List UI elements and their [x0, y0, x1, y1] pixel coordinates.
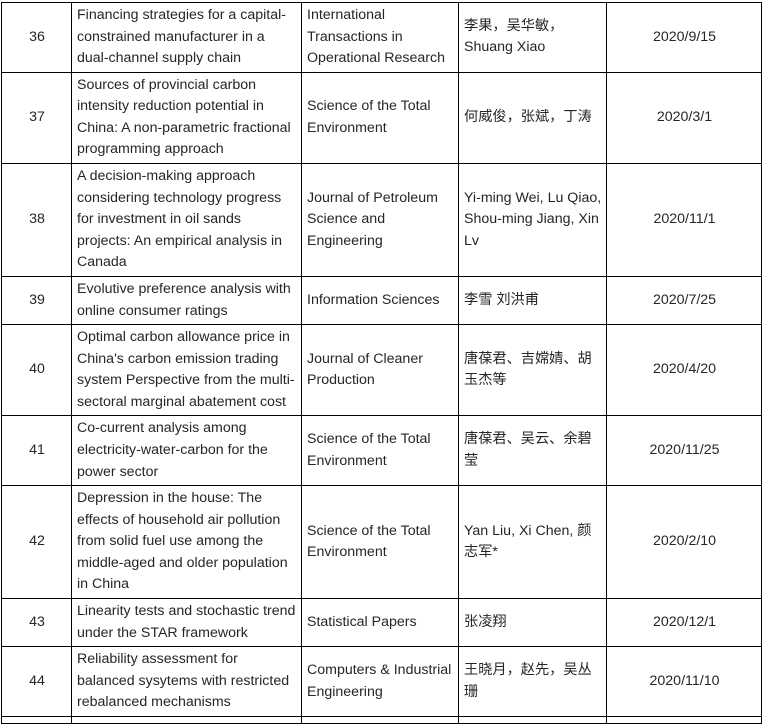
table-row[interactable]: 38 A decision-making approach considering…: [1, 163, 762, 277]
table-row[interactable]: 42 Depression in the house: The effects o…: [1, 485, 762, 600]
table-cell-date[interactable]: [606, 715, 762, 724]
table-cell-journal[interactable]: [301, 715, 459, 724]
table-cell-date[interactable]: 2020/12/1: [606, 598, 762, 648]
table-cell-title[interactable]: Optimal carbon allowance price in China'…: [71, 324, 302, 417]
table-cell-date[interactable]: 2020/11/1: [606, 163, 762, 277]
table-cell-index[interactable]: 38: [1, 163, 72, 277]
table-cell-title[interactable]: Evolutive preference analysis with onlin…: [71, 275, 302, 326]
table-row[interactable]: 37 Sources of provincial carbon intensity…: [1, 71, 762, 165]
table-cell-journal[interactable]: International Transactions in Operationa…: [301, 2, 459, 73]
table-row-clipped[interactable]: [1, 715, 762, 724]
table-cell-authors[interactable]: 唐葆君、吉嫦婧、胡玉杰等: [458, 324, 607, 417]
table-cell-index[interactable]: 37: [1, 71, 72, 165]
table-cell-journal[interactable]: Science of the Total Environment: [301, 71, 459, 165]
table-cell-date[interactable]: 2020/11/25: [606, 415, 762, 487]
table-cell-date[interactable]: 2020/3/1: [606, 71, 762, 165]
table-cell-title[interactable]: [71, 715, 302, 724]
table-row[interactable]: 36 Financing strategies for a capital-con…: [1, 2, 762, 73]
table-cell-authors[interactable]: 李雪 刘洪甫: [458, 275, 607, 326]
table-cell-title[interactable]: Sources of provincial carbon intensity r…: [71, 71, 302, 165]
table-cell-date[interactable]: 2020/9/15: [606, 2, 762, 73]
table-cell-date[interactable]: 2020/4/20: [606, 324, 762, 417]
table-cell-index[interactable]: 39: [1, 275, 72, 326]
table-cell-journal[interactable]: Statistical Papers: [301, 598, 459, 648]
table-cell-journal[interactable]: Journal of Petroleum Science and Enginee…: [301, 163, 459, 277]
table-cell-index[interactable]: 36: [1, 2, 72, 73]
table-row[interactable]: 39 Evolutive preference analysis with onl…: [1, 275, 762, 326]
table-cell-journal[interactable]: Computers & Industrial Engineering: [301, 646, 459, 717]
table-cell-authors[interactable]: 李果，吴华敏，Shuang Xiao: [458, 2, 607, 73]
table-cell-authors[interactable]: 何威俊，张斌，丁涛: [458, 71, 607, 165]
table-cell-title[interactable]: A decision-making approach considering t…: [71, 163, 302, 277]
table-cell-authors[interactable]: 王晓月，赵先，吴丛珊: [458, 646, 607, 717]
table-cell-date[interactable]: 2020/7/25: [606, 275, 762, 326]
table-cell-authors[interactable]: 唐葆君、吴云、余碧莹: [458, 415, 607, 487]
table-cell-title[interactable]: Co-current analysis among electricity-wa…: [71, 415, 302, 487]
table-cell-journal[interactable]: Science of the Total Environment: [301, 415, 459, 487]
table-cell-title[interactable]: Financing strategies for a capital-const…: [71, 2, 302, 73]
table-row[interactable]: 44 Reliability assessment for balanced sy…: [1, 646, 762, 717]
table-cell-title[interactable]: Reliability assessment for balanced sysy…: [71, 646, 302, 717]
table-cell-authors[interactable]: [458, 715, 607, 724]
table-cell-index[interactable]: 44: [1, 646, 72, 717]
table-cell-title[interactable]: Linearity tests and stochastic trend und…: [71, 598, 302, 648]
table-cell-index[interactable]: 40: [1, 324, 72, 417]
table-cell-index[interactable]: 42: [1, 485, 72, 600]
table-cell-index[interactable]: [1, 715, 72, 724]
table-cell-date[interactable]: 2020/11/10: [606, 646, 762, 717]
table-cell-index[interactable]: 43: [1, 598, 72, 648]
table-cell-journal[interactable]: Journal of Cleaner Production: [301, 324, 459, 417]
table-row[interactable]: 40 Optimal carbon allowance price in Chin…: [1, 324, 762, 417]
table-cell-date[interactable]: 2020/2/10: [606, 485, 762, 600]
table-cell-authors[interactable]: Yan Liu, Xi Chen, 颜志军*: [458, 485, 607, 600]
table-cell-journal[interactable]: Science of the Total Environment: [301, 485, 459, 600]
table-cell-authors[interactable]: 张凌翔: [458, 598, 607, 648]
table-cell-authors[interactable]: Yi-ming Wei, Lu Qiao, Shou-ming Jiang, X…: [458, 163, 607, 277]
table-cell-index[interactable]: 41: [1, 415, 72, 487]
table-cell-title[interactable]: Depression in the house: The effects of …: [71, 485, 302, 600]
table-row[interactable]: 41 Co-current analysis among electricity-…: [1, 415, 762, 487]
table-cell-journal[interactable]: Information Sciences: [301, 275, 459, 326]
table-row[interactable]: 43 Linearity tests and stochastic trend u…: [1, 598, 762, 648]
